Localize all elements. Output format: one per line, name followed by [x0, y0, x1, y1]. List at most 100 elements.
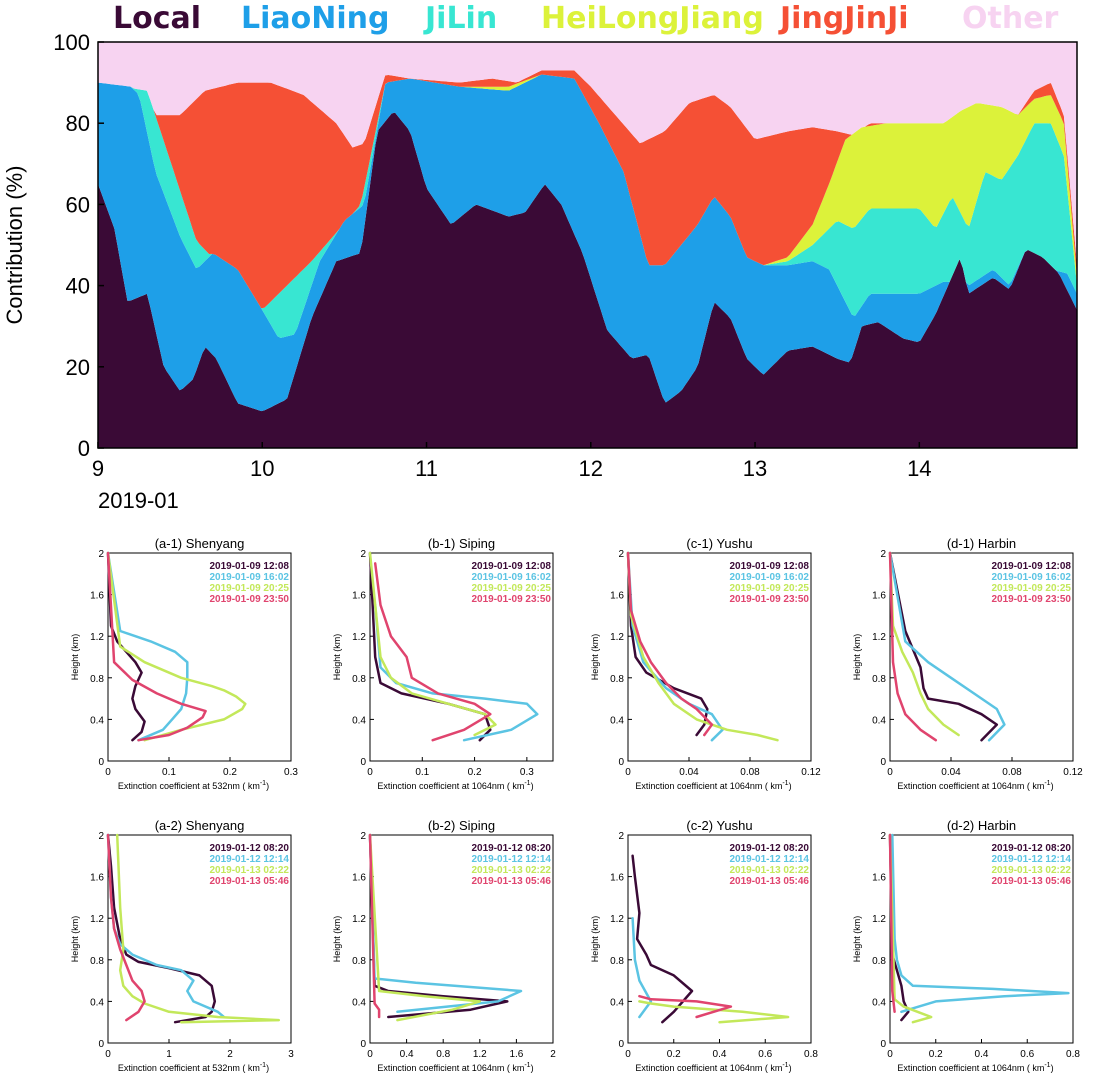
panel-x-tick-label: 0: [625, 1049, 631, 1060]
panel-legend-entry: 2019-01-09 23:50: [209, 594, 289, 605]
panel-y-tick-label: 2: [880, 831, 886, 842]
profile-line: [888, 551, 960, 737]
profile-line: [368, 551, 497, 737]
panel-x-tick-label: 0: [105, 1049, 111, 1060]
main-x-axis-label: 2019-01: [98, 488, 179, 513]
panel-y-tick-label: 0.4: [90, 715, 104, 726]
panel-y-tick-label: 2: [98, 831, 104, 842]
panel-x-tick-label: 0.3: [284, 767, 298, 778]
panel-title: (b-2) Siping: [428, 818, 495, 833]
profile-line: [106, 551, 189, 742]
top-legend: Local LiaoNing JiLin HeiLongJiang JingJi…: [113, 1, 1059, 36]
panel-y-tick-label: 1.2: [610, 914, 624, 925]
panel-y-tick-label: 2: [360, 549, 366, 560]
panel-y-tick-label: 1.2: [352, 632, 366, 643]
panel-legend-entry: 2019-01-13 05:46: [471, 876, 551, 887]
panel-title: (c-2) Yushu: [686, 818, 752, 833]
panel-y-tick-label: 0: [880, 757, 886, 768]
profile-line: [891, 833, 1070, 1014]
profile-line: [638, 994, 733, 1019]
panel-y-tick-label: 0.4: [352, 997, 366, 1008]
panel-x-axis-label: Extinction coefficient at 1064nm ( km-1): [897, 780, 1053, 791]
panel-x-tick-label: 1.6: [509, 1049, 523, 1060]
panel-y-tick-label: 0.8: [872, 674, 886, 685]
profile-line: [106, 833, 146, 1022]
panel-y-tick-label: 1.2: [90, 914, 104, 925]
panel-y-tick-label: 1.6: [610, 591, 624, 602]
panel-x-tick-label: 0: [367, 1049, 373, 1060]
panel-y-tick-label: 0: [98, 757, 104, 768]
panel-x-tick-label: 1: [166, 1049, 172, 1060]
profile-line: [373, 603, 539, 742]
panel-x-tick-label: 0.8: [804, 1049, 818, 1060]
panel-x-axis-label: Extinction coefficient at 532nm ( km-1): [118, 1062, 269, 1073]
area-jilin: [98, 74, 1077, 338]
panel-legend-entry: 2019-01-13 02:22: [471, 865, 551, 876]
panel-x-tick-label: 0.8: [1066, 1049, 1080, 1060]
panel-y-tick-label: 1.6: [90, 873, 104, 884]
profile-line: [638, 1000, 790, 1024]
panel-y-tick-label: 0.4: [610, 715, 624, 726]
panel-x-tick-label: 0.4: [400, 1049, 414, 1060]
panel-legend-entry: 2019-01-09 23:50: [729, 594, 809, 605]
panel-x-tick-label: 0.1: [415, 767, 429, 778]
panel-y-tick-label: 2: [618, 831, 624, 842]
panel-x-tick-label: 0.2: [223, 767, 237, 778]
panel-legend-entry: 2019-01-12 12:14: [471, 854, 551, 865]
panel-y-tick-label: 1.6: [352, 873, 366, 884]
panel-legend-entry: 2019-01-12 08:20: [471, 843, 551, 854]
panel-y-tick-label: 1.2: [610, 632, 624, 643]
panel-y-tick-label: 0.8: [352, 956, 366, 967]
main-x-tick-label: 10: [250, 456, 274, 481]
main-y-axis-label: Contribution (%): [2, 166, 27, 325]
main-y-tick-label: 100: [53, 30, 90, 55]
profile-panel: (b-2) Siping 0 0.4 0.8 1.2 1.6 2 0 0.4 0.8 1.2 1.6 2…: [332, 818, 556, 1073]
area-local: [98, 112, 1077, 448]
panel-y-axis-label: Height (km): [590, 634, 600, 681]
main-x-tick-label: 14: [907, 456, 931, 481]
panel-x-axis-label: Extinction coefficient at 1064nm ( km-1): [377, 780, 533, 791]
panel-y-tick-label: 0: [880, 1039, 886, 1050]
profile-line: [626, 551, 779, 742]
panel-x-tick-label: 2: [227, 1049, 233, 1060]
panel-y-tick-label: 1.6: [872, 591, 886, 602]
panel-title: (d-1) Harbin: [947, 536, 1016, 551]
panel-legend-entry: 2019-01-13 02:22: [209, 865, 289, 876]
panel-title: (c-1) Yushu: [686, 536, 752, 551]
panel-y-tick-label: 0: [618, 1039, 624, 1050]
panel-legend-entry: 2019-01-09 20:25: [209, 583, 289, 594]
panel-legend-entry: 2019-01-09 23:50: [991, 594, 1071, 605]
profile-line: [631, 916, 653, 1019]
profile-panel: (c-1) Yushu 0 0.4 0.8 1.2 1.6 2 0 0.04 0.08 0.12 He…: [590, 536, 821, 791]
panel-frame: [369, 552, 554, 762]
legend-label-other: Other: [962, 1, 1059, 36]
profile-line: [368, 833, 482, 1022]
panel-x-tick-label: 0.04: [679, 767, 699, 778]
main-y-tick-label: 40: [66, 274, 90, 299]
panel-x-tick-label: 0.08: [740, 767, 760, 778]
panel-x-tick-label: 0.6: [758, 1049, 772, 1060]
panel-x-tick-label: 0: [625, 767, 631, 778]
panel-y-tick-label: 0.8: [90, 674, 104, 685]
main-area-layers: [98, 42, 1077, 448]
panel-x-tick-label: 1.2: [473, 1049, 487, 1060]
profile-line: [106, 551, 247, 742]
profile-panel: (d-1) Harbin 0 0.4 0.8 1.2 1.6 2 0 0.04 0.08 0.12 H…: [852, 536, 1083, 791]
panel-x-axis-label: Extinction coefficient at 1064nm ( km-1): [635, 780, 791, 791]
panel-y-axis-label: Height (km): [70, 634, 80, 681]
profile-panel: (a-1) Shenyang 0 0.4 0.8 1.2 1.6 2 0 0.1 0.2 0.3 He…: [70, 536, 298, 791]
panel-legend-entry: 2019-01-09 16:02: [991, 572, 1071, 583]
panel-legend-entry: 2019-01-13 02:22: [729, 865, 809, 876]
panel-legend-entry: 2019-01-12 08:20: [209, 843, 289, 854]
panel-legend-entry: 2019-01-09 20:25: [991, 583, 1071, 594]
panel-x-tick-label: 0.2: [468, 767, 482, 778]
main-plot-frame: [97, 41, 1078, 449]
panel-x-tick-label: 0: [105, 767, 111, 778]
panel-x-tick-label: 0.6: [1020, 1049, 1034, 1060]
profile-line: [373, 562, 492, 742]
panel-x-tick-label: 2: [550, 1049, 556, 1060]
panel-y-tick-label: 0: [360, 757, 366, 768]
panel-x-tick-label: 0.3: [520, 767, 534, 778]
panel-y-tick-label: 0.8: [610, 956, 624, 967]
panel-y-axis-label: Height (km): [332, 916, 342, 963]
